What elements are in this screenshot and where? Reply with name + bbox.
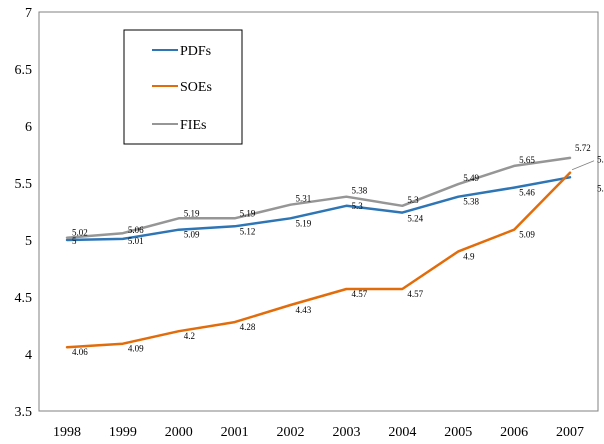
x-tick-label: 2004: [388, 425, 416, 440]
data-label: 5.38: [463, 197, 479, 207]
x-axis-ticks: 1998 1999 2000 2001 2002 2003 2004 2005 2006 2007: [53, 425, 584, 440]
x-tick-label: 2005: [444, 425, 472, 440]
data-label: 5.46: [519, 188, 535, 198]
series-line-fies: [65, 156, 572, 239]
data-label: 4.28: [240, 322, 256, 332]
data-label: 5.31: [296, 194, 312, 204]
x-tick-label: 2000: [165, 425, 193, 440]
data-label: 4.09: [128, 344, 144, 354]
data-label: 4.06: [72, 347, 88, 357]
legend-label-fies: FIEs: [180, 118, 206, 133]
data-label: 5.49: [463, 173, 479, 183]
data-label: 5.59: [597, 155, 604, 165]
data-label: 4.43: [296, 305, 312, 315]
y-tick-label: 5: [25, 234, 32, 249]
data-labels: 5 5.01 5.09 5.12 5.19 5.3 5.24 5.38 5.46 5.55 4.06…: [72, 143, 604, 357]
data-label: 5.12: [240, 226, 256, 236]
data-label: 5.19: [240, 208, 256, 218]
legend: PDFs SOEs FIEs: [123, 29, 243, 145]
data-label: 5: [72, 236, 77, 246]
data-label: 5.55: [597, 183, 604, 193]
data-label: 5.3: [351, 201, 363, 211]
x-tick-label: 2003: [332, 425, 360, 440]
x-tick-label: 1999: [109, 425, 137, 440]
plot-frame: [38, 11, 599, 412]
x-tick-label: 2006: [500, 425, 528, 440]
y-tick-label: 3.5: [15, 405, 33, 420]
x-tick-label: 2007: [556, 425, 584, 440]
data-label: 5.38: [351, 186, 367, 196]
series-lines: [65, 156, 572, 349]
data-label: 5.19: [296, 218, 312, 228]
data-label: 5.24: [407, 214, 423, 224]
data-label: 5.09: [184, 230, 200, 240]
legend-box: [123, 29, 243, 145]
data-label: 5.3: [407, 195, 419, 205]
data-label: 4.57: [407, 289, 423, 299]
series-line-pdfs: [65, 176, 572, 242]
legend-label-soes: SOEs: [180, 80, 212, 95]
series-line-soes: [65, 171, 572, 349]
y-tick-label: 4.5: [15, 291, 33, 306]
data-label: 5.19: [184, 208, 200, 218]
y-tick-label: 7: [25, 6, 32, 21]
y-tick-label: 6: [25, 120, 32, 135]
x-tick-label: 2001: [221, 425, 249, 440]
data-label: 5.02: [72, 228, 88, 238]
y-axis-ticks: 3.5 4 4.5 5 5.5 6 6.5 7: [15, 6, 33, 420]
data-label: 5.01: [128, 236, 144, 246]
data-label: 5.06: [128, 225, 144, 235]
x-tick-label: 1998: [53, 425, 81, 440]
data-label: 5.72: [575, 143, 591, 153]
x-tick-label: 2002: [277, 425, 305, 440]
y-tick-label: 6.5: [15, 63, 33, 78]
y-tick-label: 4: [25, 348, 32, 363]
data-label: 5.09: [519, 230, 535, 240]
data-label: 5.65: [519, 155, 535, 165]
legend-label-pdfs: PDFs: [180, 44, 211, 59]
data-label: 4.2: [184, 331, 195, 341]
y-tick-label: 5.5: [15, 177, 33, 192]
label-leader-line: [571, 160, 595, 171]
data-label: 4.57: [351, 289, 367, 299]
data-label: 4.9: [463, 251, 475, 261]
